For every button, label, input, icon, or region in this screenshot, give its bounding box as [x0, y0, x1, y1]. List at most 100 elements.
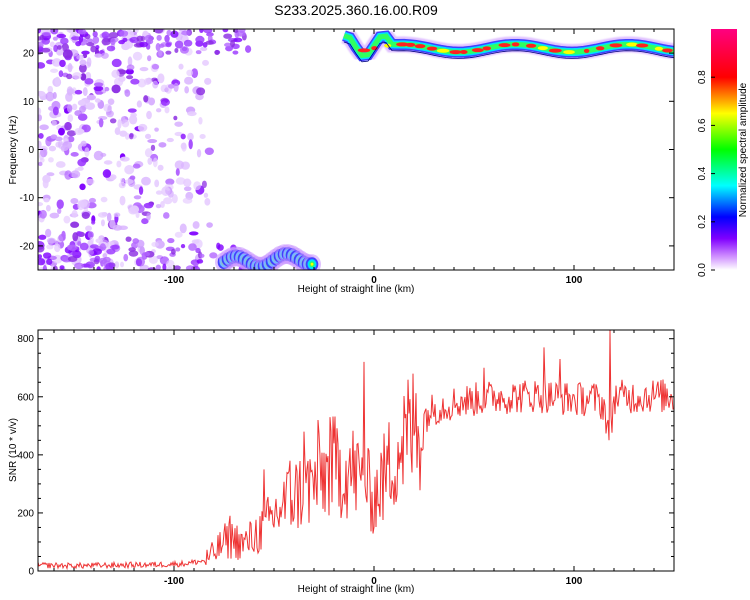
- noise-blob: [49, 41, 55, 48]
- noise-blob: [126, 64, 135, 71]
- noise-blob: [77, 99, 86, 106]
- noise-blob: [46, 244, 54, 250]
- noise-blob: [57, 127, 65, 136]
- noise-blob: [174, 121, 184, 127]
- signal-band-edge: [343, 41, 674, 63]
- noise-blob: [188, 139, 193, 150]
- signal-band-hotspot: [595, 46, 605, 51]
- noise-blob: [109, 174, 117, 181]
- noise-blob-band: [85, 261, 95, 269]
- noise-blob: [87, 231, 94, 239]
- noise-blob: [67, 135, 75, 143]
- noise-blob: [163, 197, 173, 205]
- noise-blob: [143, 77, 151, 86]
- noise-blob: [45, 204, 51, 212]
- noise-blob: [50, 134, 58, 140]
- noise-blob-band: [183, 39, 193, 47]
- noise-blob: [78, 63, 87, 73]
- signal-band-hotspot: [396, 42, 409, 47]
- noise-blob: [38, 62, 46, 69]
- noise-blob: [173, 82, 179, 92]
- noise-blob: [141, 176, 151, 186]
- noise-blob: [111, 69, 120, 78]
- noise-blob: [130, 112, 137, 118]
- signal-band-hotspot: [525, 43, 537, 48]
- noise-blob: [86, 94, 96, 101]
- noise-blob: [56, 199, 64, 210]
- noise-blob: [77, 158, 87, 167]
- noise-blob: [71, 103, 78, 111]
- noise-blob-band: [88, 249, 95, 255]
- noise-blob-band: [175, 247, 181, 252]
- noise-blob-band: [224, 42, 232, 48]
- noise-blob: [202, 59, 209, 66]
- signal-band-hotspot: [436, 48, 450, 53]
- noise-blob: [188, 231, 199, 236]
- noise-blob: [103, 103, 113, 112]
- noise-blob-band: [38, 29, 42, 34]
- noise-blob: [200, 46, 208, 52]
- noise-blob: [143, 202, 154, 209]
- noise-blob: [191, 68, 199, 79]
- noise-blob: [77, 199, 88, 208]
- noise-blob: [206, 222, 213, 228]
- signal-band-hotspot: [414, 44, 426, 49]
- noise-blob: [119, 195, 126, 206]
- noise-blob-band: [136, 35, 144, 42]
- noise-blob: [48, 145, 57, 152]
- colorbar-tick-label: 0.0: [697, 263, 708, 277]
- noise-blob-band: [92, 31, 98, 38]
- noise-blob-band: [106, 45, 116, 52]
- noise-blob-band: [53, 44, 58, 53]
- noise-blob: [178, 63, 184, 70]
- noise-blob-band: [101, 31, 110, 39]
- noise-blob-band: [205, 40, 214, 45]
- noise-blob-band: [144, 34, 154, 42]
- noise-blob-band: [245, 45, 252, 53]
- noise-blob: [94, 98, 101, 103]
- noise-blob: [166, 137, 174, 143]
- noise-blob: [147, 157, 153, 165]
- noise-blob: [120, 177, 125, 184]
- noise-blob: [39, 148, 48, 158]
- noise-blob: [85, 71, 92, 81]
- noise-blob-band: [86, 42, 95, 47]
- signal-band-hotspot: [662, 48, 673, 53]
- noise-blob: [106, 212, 112, 222]
- noise-blob: [146, 110, 152, 120]
- noise-blob: [58, 233, 66, 242]
- noise-blob-band: [60, 37, 69, 45]
- noise-blob-band: [153, 29, 164, 34]
- noise-blob: [77, 241, 82, 246]
- signal-band-hotspot: [654, 46, 663, 51]
- colorbar-gradient: [711, 29, 737, 270]
- noise-blob: [67, 104, 73, 113]
- noise-blob: [157, 164, 164, 171]
- signal-band-hotspot: [636, 43, 649, 48]
- noise-blob: [204, 198, 211, 206]
- noise-blob-band: [75, 41, 82, 47]
- noise-blob-band: [233, 37, 243, 43]
- noise-blob: [132, 51, 143, 61]
- noise-blob: [64, 170, 72, 180]
- noise-blob: [45, 228, 52, 238]
- noise-blob-band: [230, 39, 236, 48]
- snr-panel: -100 0 100 0 200 400 600 800 Height of straight…: [8, 329, 675, 595]
- noise-blob: [157, 73, 165, 84]
- noise-blob: [158, 142, 167, 148]
- noise-blob: [119, 130, 128, 137]
- noise-blob: [63, 215, 71, 224]
- noise-blob: [112, 224, 123, 231]
- noise-blob: [124, 165, 135, 175]
- snr-ytick-label: 800: [17, 334, 34, 345]
- noise-blob: [111, 84, 121, 94]
- colorbar: 0.0 0.2 0.4 0.6 0.8 Normalized spectral ampl…: [697, 29, 749, 277]
- noise-blob-band: [38, 254, 43, 259]
- noise-blob: [129, 133, 134, 140]
- noise-blob: [51, 58, 62, 67]
- spectrogram-ytick-label: 10: [23, 97, 35, 108]
- noise-blob-band: [179, 46, 189, 54]
- snr-frame: [37, 329, 675, 572]
- noise-blob-band: [128, 247, 136, 252]
